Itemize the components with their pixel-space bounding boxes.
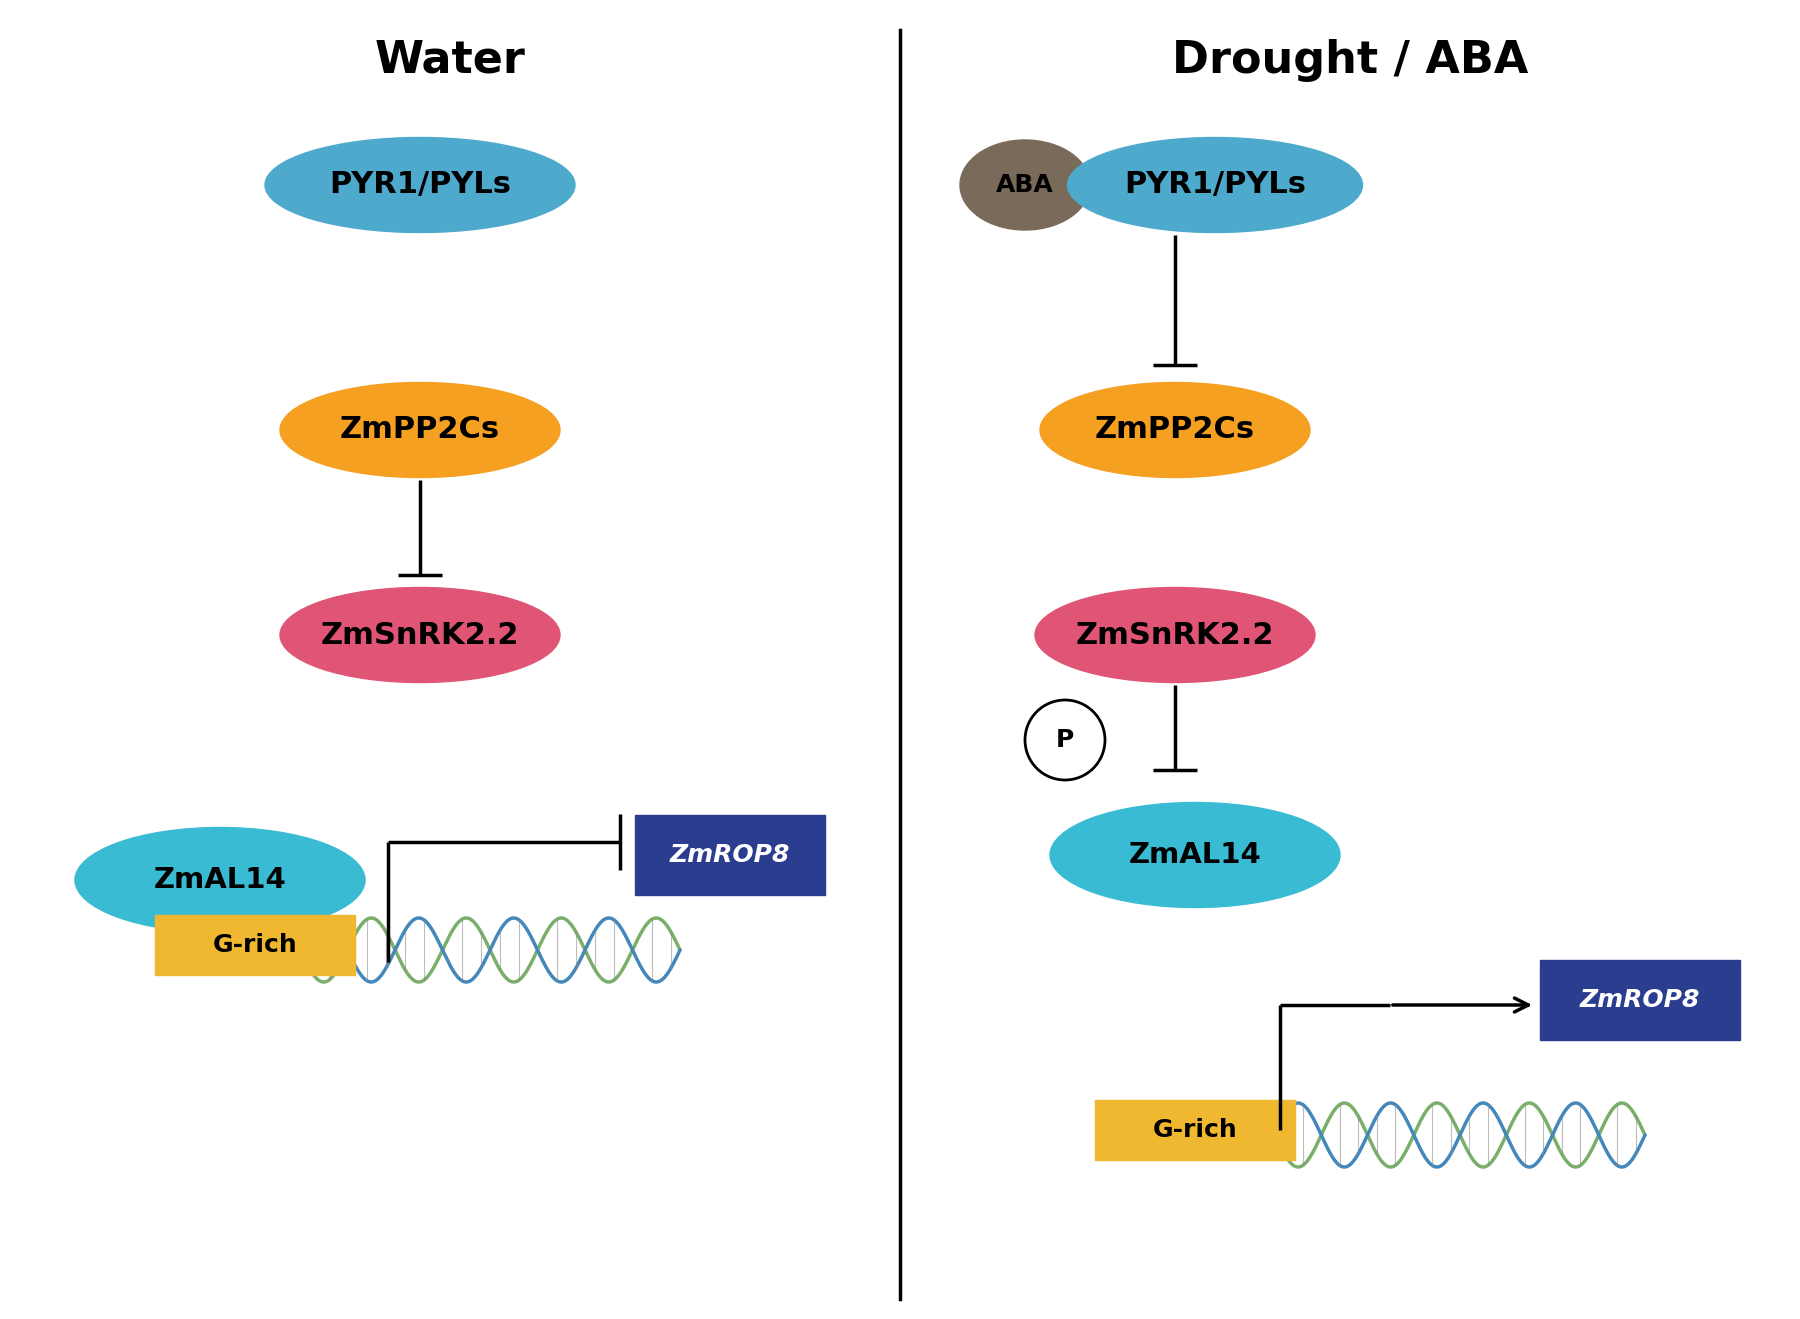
Text: ZmPP2Cs: ZmPP2Cs	[340, 415, 500, 445]
Ellipse shape	[1040, 383, 1310, 477]
Text: ZmSnRK2.2: ZmSnRK2.2	[320, 620, 518, 649]
Text: Drought / ABA: Drought / ABA	[1172, 38, 1528, 82]
Text: ZmAL14: ZmAL14	[1129, 842, 1262, 869]
Text: ZmROP8: ZmROP8	[1580, 988, 1701, 1012]
Ellipse shape	[1035, 587, 1316, 682]
Ellipse shape	[1049, 802, 1339, 907]
Circle shape	[1024, 700, 1105, 780]
Bar	[1541, 960, 1741, 1039]
Bar	[1094, 1100, 1294, 1159]
Text: PYR1/PYLs: PYR1/PYLs	[329, 170, 511, 199]
Ellipse shape	[1067, 137, 1363, 232]
Ellipse shape	[959, 140, 1091, 230]
Text: G-rich: G-rich	[212, 933, 297, 958]
Text: ZmPP2Cs: ZmPP2Cs	[1094, 415, 1255, 445]
Text: ZmAL14: ZmAL14	[153, 867, 286, 894]
Text: G-rich: G-rich	[1152, 1119, 1237, 1142]
Ellipse shape	[281, 383, 560, 477]
Bar	[635, 815, 824, 896]
Text: ZmSnRK2.2: ZmSnRK2.2	[1076, 620, 1274, 649]
Text: ZmROP8: ZmROP8	[670, 843, 790, 867]
Ellipse shape	[281, 587, 560, 682]
Text: PYR1/PYLs: PYR1/PYLs	[1123, 170, 1307, 199]
Ellipse shape	[76, 827, 365, 933]
Text: Water: Water	[374, 38, 526, 82]
Ellipse shape	[265, 137, 574, 232]
Text: P: P	[1057, 728, 1075, 752]
Text: ABA: ABA	[995, 173, 1053, 197]
Bar	[155, 915, 355, 975]
